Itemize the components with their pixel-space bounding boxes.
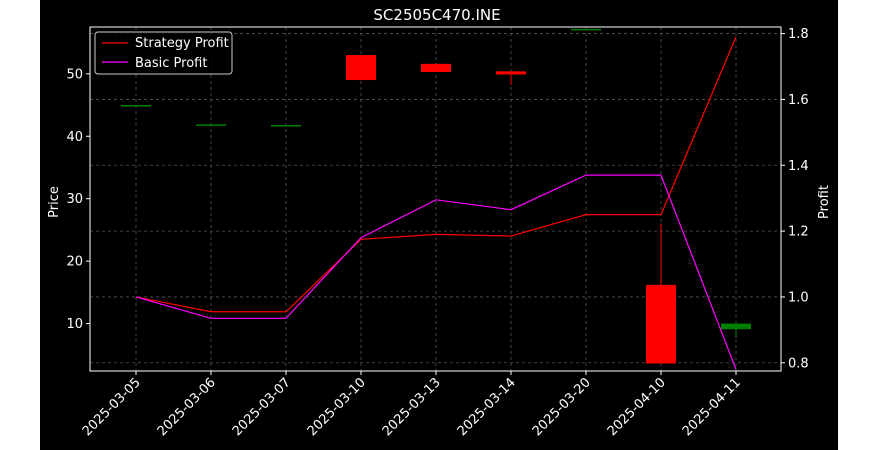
y-left-tick-label: 30 — [66, 192, 83, 207]
candle-body — [196, 124, 226, 126]
y-left-tick-label: 50 — [66, 67, 83, 82]
candle-body — [121, 105, 151, 107]
candle-body — [346, 55, 376, 81]
strategy-profit-line — [135, 36, 737, 313]
y-axis-left-label: Price — [47, 186, 62, 218]
y-axis-right-label: Profit — [817, 185, 832, 219]
y-left-tick-label: 20 — [66, 255, 83, 270]
x-tick-label: 2025-04-11 — [680, 375, 744, 439]
legend: Strategy Profit Basic Profit — [94, 31, 233, 75]
x-tick-label: 2025-03-05 — [80, 375, 144, 439]
plot-frame — [89, 26, 782, 372]
y-axis-right: 0.8 1.0 1.2 1.4 1.6 1.8 — [781, 27, 809, 371]
y-right-tick-label: 1.0 — [788, 290, 809, 305]
y-right-tick-label: 0.8 — [788, 356, 809, 371]
chart-figure: SC2505C470.INE 2025-03-05 2025-03-06 2025-… — [40, 0, 838, 450]
basic-profit-line — [135, 174, 737, 370]
x-tick-label: 2025-03-10 — [305, 375, 369, 439]
candle-body — [271, 125, 301, 127]
candlestick-profit-chart: SC2505C470.INE 2025-03-05 2025-03-06 2025-… — [47, 6, 832, 439]
candle-body — [646, 284, 676, 364]
legend-label-basic: Basic Profit — [135, 56, 207, 71]
y-axis-left: 10 20 30 40 50 — [66, 67, 90, 332]
candle-body — [496, 71, 526, 75]
x-tick-label: 2025-04-10 — [605, 375, 669, 439]
x-tick-label: 2025-03-07 — [230, 375, 294, 439]
y-left-tick-label: 10 — [66, 317, 83, 332]
y-right-tick-label: 1.6 — [788, 93, 809, 108]
candles — [121, 28, 751, 364]
legend-label-strategy: Strategy Profit — [135, 36, 229, 51]
y-right-tick-label: 1.4 — [788, 159, 809, 174]
y-right-tick-label: 1.8 — [788, 27, 809, 42]
candle-body — [721, 323, 751, 330]
x-tick-label: 2025-03-14 — [455, 375, 519, 439]
x-tick-label: 2025-03-13 — [380, 375, 444, 439]
legend-box — [94, 31, 233, 75]
chart-title: SC2505C470.INE — [373, 6, 500, 24]
x-tick-label: 2025-03-06 — [155, 375, 219, 439]
y-right-tick-label: 1.2 — [788, 225, 809, 240]
y-left-tick-label: 40 — [66, 130, 83, 145]
x-tick-label: 2025-03-20 — [530, 375, 594, 439]
candle-body — [571, 28, 601, 31]
profit-lines — [135, 36, 737, 370]
candle-body — [421, 63, 451, 72]
x-axis: 2025-03-05 2025-03-06 2025-03-07 2025-03-10… — [80, 371, 744, 439]
grid-lines — [90, 27, 781, 371]
